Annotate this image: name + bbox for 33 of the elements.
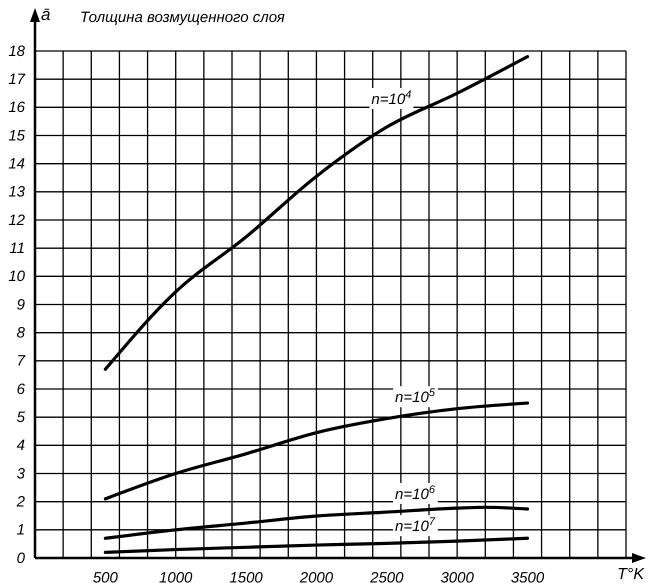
- y-tick-label: 15: [8, 127, 26, 144]
- y-tick-label: 9: [16, 296, 26, 314]
- y-tick-label: 17: [8, 70, 26, 88]
- x-tick-label: 1500: [229, 570, 264, 583]
- x-axis-title: T°K: [617, 566, 646, 583]
- y-tick-label: 2: [16, 493, 26, 510]
- y-tick-label: 0: [16, 550, 26, 567]
- y-tick-label: 1: [16, 522, 25, 539]
- x-tick-label: 3000: [440, 570, 474, 583]
- y-tick-label: 13: [8, 184, 26, 201]
- x-tick-label: 2000: [298, 570, 334, 583]
- y-tick-label: 3: [16, 465, 26, 482]
- y-tick-label: 5: [16, 408, 26, 426]
- series-label: n=10$^{4}$: [371, 89, 412, 108]
- series-label: n=10$^{5}$: [395, 387, 436, 406]
- y-tick-label: 11: [9, 240, 25, 257]
- x-tick-label: 500: [92, 570, 119, 583]
- y-tick-label: 6: [16, 380, 26, 398]
- y-tick-label: 12: [8, 212, 26, 229]
- y-tick-label: 8: [16, 324, 26, 342]
- y-tick-label: 14: [8, 155, 25, 172]
- x-tick-label: 3500: [510, 570, 545, 583]
- y-axis-title: ā: [41, 5, 50, 24]
- y-tick-label: 18: [8, 42, 26, 60]
- y-tick-label: 10: [8, 268, 26, 286]
- y-tick-label: 16: [8, 99, 26, 116]
- y-tick-label: 4: [16, 437, 25, 454]
- series-label: n=10$^{6}$: [395, 484, 436, 503]
- series-label: n=10$^{7}$: [395, 516, 436, 536]
- y-tick-label: 7: [16, 352, 26, 370]
- x-tick-label: 2500: [369, 570, 404, 583]
- x-tick-label: 1000: [159, 570, 194, 583]
- chart-title: Толщина возмущенного слоя: [80, 9, 285, 26]
